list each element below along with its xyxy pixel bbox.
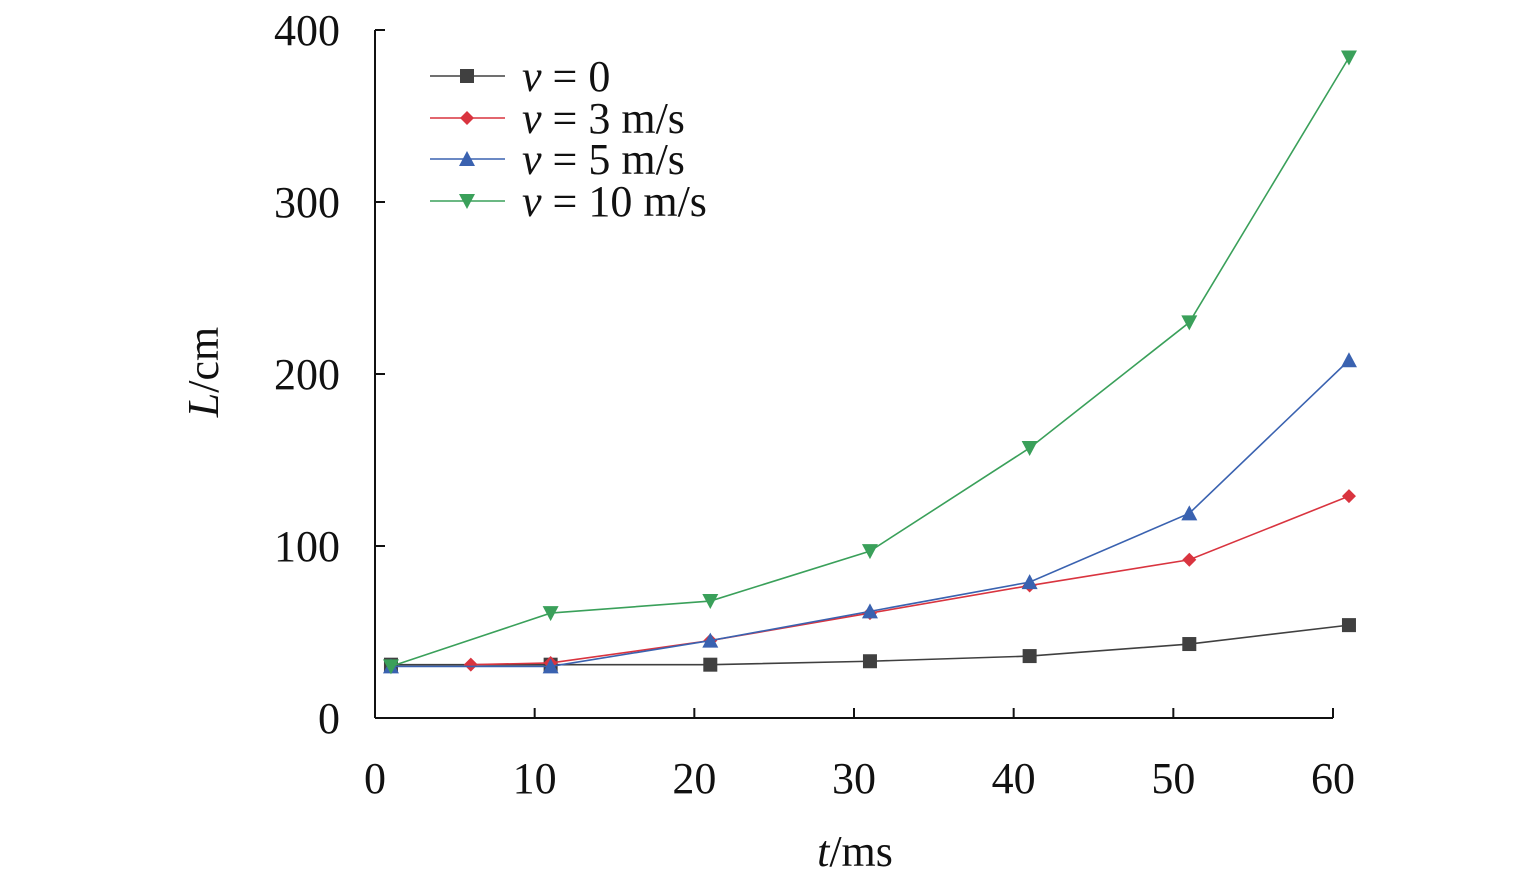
data-point (702, 594, 719, 610)
data-point (1181, 505, 1198, 521)
legend-item-2: v = 5 m/s (430, 135, 685, 184)
legend-label: v = 0 (522, 52, 610, 101)
legend-item-3: v = 10 m/s (430, 177, 707, 226)
data-point (1341, 489, 1356, 504)
x-tick-label: 10 (513, 754, 557, 803)
data-point (1021, 574, 1038, 590)
x-axis-label: t/ms (817, 827, 893, 876)
series-line (470, 495, 1350, 666)
data-point (1182, 552, 1197, 567)
y-tick-label: 400 (274, 6, 340, 55)
data-point (1340, 50, 1357, 66)
legend-swatch-marker (459, 151, 475, 166)
series-line (390, 359, 1350, 668)
legend-swatch-marker (460, 69, 474, 83)
x-tick-label: 30 (832, 754, 876, 803)
y-tick-label: 0 (318, 694, 340, 743)
data-point (1021, 440, 1038, 456)
legend-item-0: v = 0 (430, 52, 610, 101)
y-tick-label: 300 (274, 178, 340, 227)
data-point (861, 603, 878, 619)
x-tick-label: 20 (672, 754, 716, 803)
data-point (1181, 315, 1198, 331)
series-3 (382, 50, 1357, 675)
data-point (862, 654, 877, 669)
series-layer (382, 50, 1357, 675)
x-tick-label: 0 (364, 754, 386, 803)
data-point (703, 657, 718, 672)
data-point (1022, 649, 1037, 664)
legend-swatch-marker (459, 194, 475, 209)
data-point (1182, 637, 1197, 652)
data-point (1340, 352, 1357, 368)
legend-label: v = 3 m/s (522, 94, 685, 143)
data-point (1341, 618, 1356, 633)
legend-swatch-marker (460, 111, 474, 125)
legend: v = 0v = 3 m/sv = 5 m/sv = 10 m/s (430, 52, 707, 226)
data-point (463, 657, 478, 672)
data-point (542, 658, 559, 674)
axes: 0 10 20 30 40 50 60 0 100 200 300 400 (274, 6, 1355, 803)
data-point (542, 606, 559, 622)
data-point (382, 659, 399, 675)
y-tick-label: 200 (274, 350, 340, 399)
y-axis-label: L/cm (179, 327, 228, 418)
x-tick-label: 60 (1311, 754, 1355, 803)
legend-label: v = 10 m/s (522, 177, 707, 226)
y-tick-label: 100 (274, 522, 340, 571)
legend-label: v = 5 m/s (522, 135, 685, 184)
legend-item-1: v = 3 m/s (430, 94, 685, 143)
x-tick-label: 40 (992, 754, 1036, 803)
data-point (861, 544, 878, 560)
data-point (702, 632, 719, 648)
series-2 (382, 352, 1357, 674)
x-tick-label: 50 (1151, 754, 1195, 803)
series-1 (463, 489, 1356, 672)
